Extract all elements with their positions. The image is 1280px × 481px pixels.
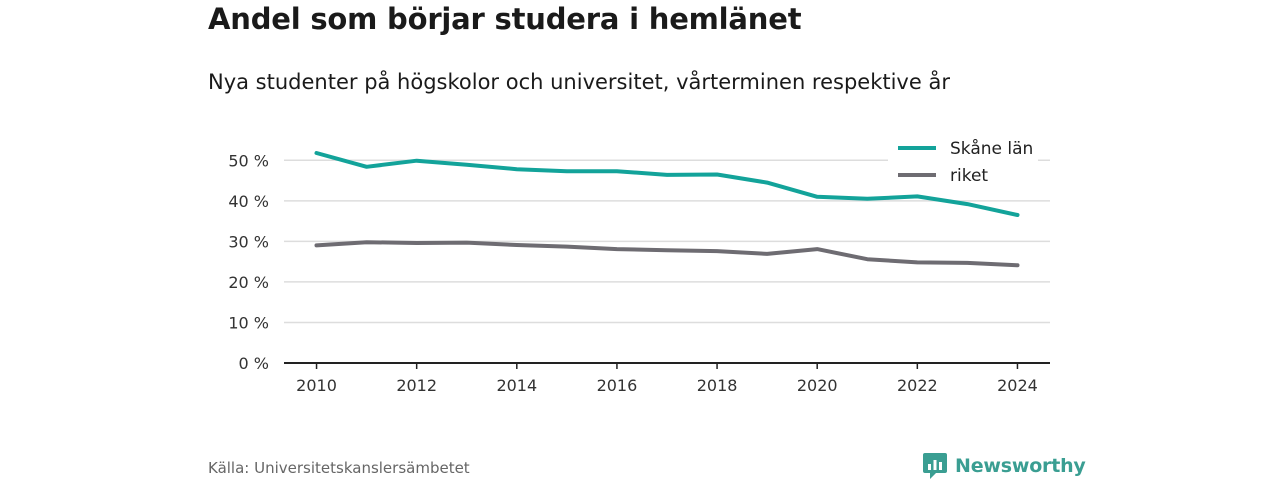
newsworthy-logo[interactable]: Newsworthy bbox=[922, 451, 1086, 481]
newsworthy-logo-icon bbox=[923, 453, 947, 479]
y-tick-label: 20 % bbox=[228, 273, 269, 292]
x-tick-label: 2020 bbox=[797, 376, 838, 395]
y-axis-ticks: 0 % 10 % 20 % 30 % 40 % 50 % bbox=[228, 151, 269, 373]
brand-name: Newsworthy bbox=[955, 455, 1086, 477]
y-tick-label: 0 % bbox=[239, 354, 269, 373]
x-tick-label: 2012 bbox=[396, 376, 437, 395]
x-tick-label: 2018 bbox=[697, 376, 738, 395]
chart-subtitle: Nya studenter på högskolor och universit… bbox=[208, 70, 950, 94]
y-tick-label: 50 % bbox=[228, 151, 269, 170]
x-tick-label: 2010 bbox=[296, 376, 337, 395]
legend-label: riket bbox=[950, 166, 988, 186]
source-note: Källa: Universitetskanslersämbetet bbox=[208, 459, 470, 477]
series-line-1 bbox=[314, 240, 1020, 268]
series-line-0 bbox=[314, 151, 1020, 217]
x-axis-ticks: 2010 2012 2014 2016 2018 2020 2022 2024 bbox=[296, 363, 1038, 395]
legend-label: Skåne län bbox=[950, 138, 1033, 159]
legend: Skåne län riket bbox=[888, 132, 1038, 190]
y-tick-label: 30 % bbox=[228, 232, 269, 251]
chart-title: Andel som börjar studera i hemlänet bbox=[208, 2, 802, 36]
y-tick-label: 10 % bbox=[228, 313, 269, 332]
x-tick-label: 2022 bbox=[897, 376, 938, 395]
series-lines bbox=[314, 151, 1020, 268]
x-tick-label: 2016 bbox=[597, 376, 638, 395]
x-tick-label: 2024 bbox=[997, 376, 1038, 395]
y-tick-label: 40 % bbox=[228, 192, 269, 211]
x-tick-label: 2014 bbox=[496, 376, 537, 395]
legend-background bbox=[888, 132, 1038, 190]
